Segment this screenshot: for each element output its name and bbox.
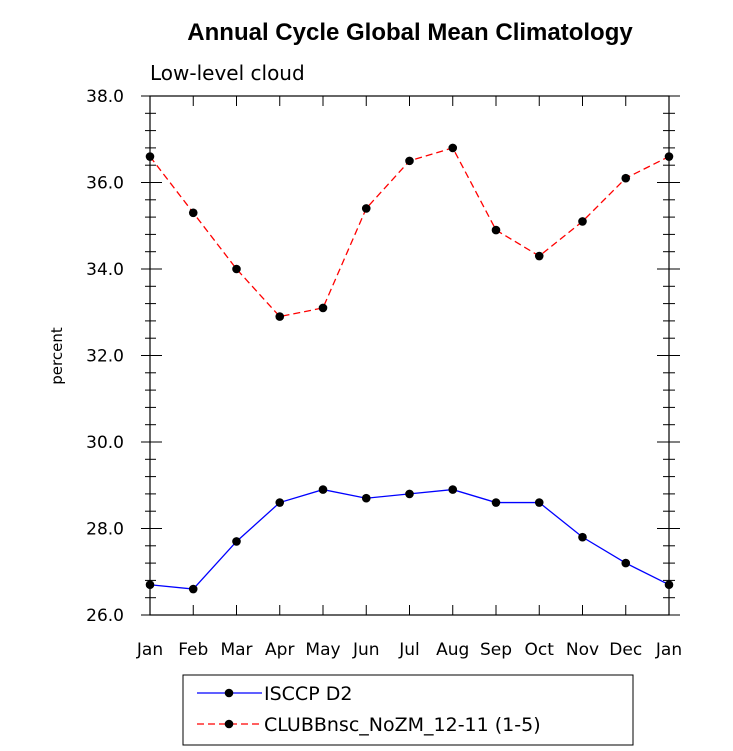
- y-axis-label: percent: [48, 327, 66, 385]
- x-tick-label: Dec: [609, 640, 642, 660]
- series-2-point: [621, 173, 631, 183]
- legend-label-1: ISCCP D2: [264, 683, 352, 705]
- series-1-point: [664, 580, 674, 590]
- series-1-point: [405, 489, 414, 499]
- y-tick-label: 28.0: [86, 520, 124, 540]
- legend-marker-1: [224, 688, 234, 698]
- series-1-point: [145, 580, 155, 590]
- series-2-point: [664, 152, 674, 161]
- series-2-point: [318, 303, 328, 313]
- x-tick-label: Aug: [436, 640, 469, 660]
- y-tick-label: 38.0: [86, 87, 124, 107]
- x-tick-label: Jul: [398, 640, 420, 660]
- series-1-point: [621, 558, 631, 568]
- y-tick-label: 26.0: [86, 606, 124, 626]
- series-line-2: [149, 147, 670, 318]
- series-1-point: [361, 493, 371, 503]
- y-tick-label: 36.0: [86, 174, 124, 194]
- series-1-point: [275, 498, 285, 507]
- legend-marker-2: [224, 719, 234, 729]
- series-2-point: [145, 152, 155, 161]
- series-1-point: [188, 584, 198, 594]
- legend-box: [182, 674, 634, 746]
- legend-label-2: CLUBBnsc_NoZM_12-11 (1-5): [264, 714, 541, 736]
- y-tick-label: 32.0: [86, 347, 124, 367]
- series-1-point: [491, 498, 501, 507]
- series-2-point: [534, 251, 544, 261]
- series-layer: [145, 143, 674, 594]
- series-1-point: [318, 485, 328, 494]
- x-tick-label: Oct: [525, 640, 555, 660]
- series-2-point: [275, 312, 285, 321]
- y-tick-label: 34.0: [86, 260, 124, 280]
- series-1-point: [448, 485, 458, 494]
- x-tick-label: Jan: [136, 640, 163, 660]
- series-2-point: [188, 208, 198, 218]
- x-tick-label: May: [305, 640, 340, 660]
- series-2-point: [405, 156, 414, 166]
- plot-frame: [149, 95, 670, 616]
- x-tick-label: Sep: [480, 640, 512, 660]
- x-tick-label: Jan: [655, 640, 682, 660]
- tick-labels: Jan Feb Mar Apr May Jun Jul Aug Sep Oct Nov Dec Jan 2…: [86, 87, 682, 660]
- series-2-point: [578, 217, 587, 226]
- axis-ticks: [141, 95, 680, 616]
- series-2-point: [448, 143, 458, 153]
- legend: ISCCP D2 CLUBBnsc_NoZM_12-11 (1-5): [182, 674, 634, 746]
- x-tick-label: Apr: [265, 640, 294, 660]
- series-2-point: [491, 225, 501, 235]
- x-tick-label: Jun: [352, 640, 380, 660]
- x-tick-label: Nov: [566, 640, 599, 660]
- x-tick-label: Feb: [178, 640, 208, 660]
- series-1-point: [534, 498, 544, 507]
- chart-subtitle: Low-level cloud: [150, 61, 305, 85]
- series-1-point: [232, 537, 241, 546]
- series-2-point: [232, 264, 241, 274]
- series-1-point: [578, 532, 587, 542]
- y-tick-label: 30.0: [86, 433, 124, 453]
- series-2-point: [361, 204, 371, 213]
- chart-title: Annual Cycle Global Mean Climatology: [187, 19, 633, 46]
- x-tick-label: Mar: [220, 640, 252, 660]
- series-line-1: [149, 488, 670, 590]
